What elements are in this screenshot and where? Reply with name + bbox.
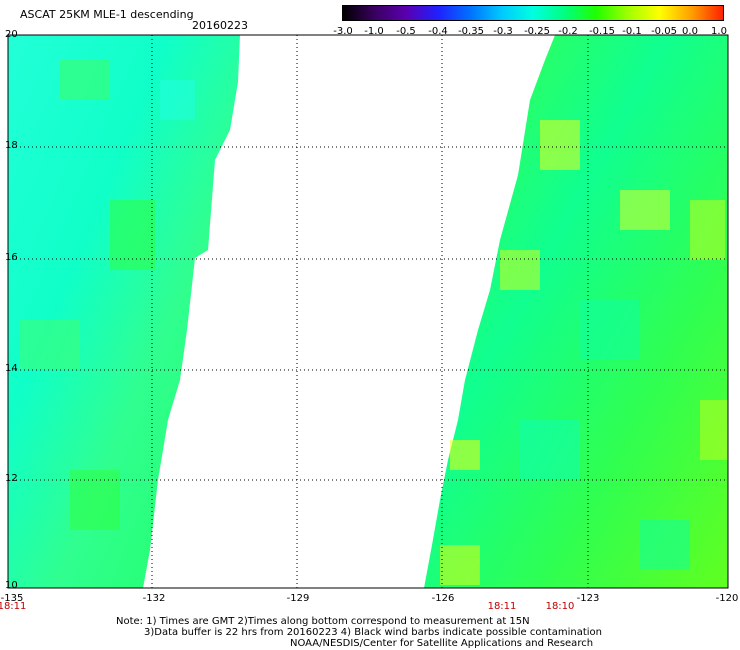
data-patch — [640, 520, 690, 570]
right-swath — [424, 35, 728, 588]
data-patch — [580, 300, 640, 360]
data-patch — [700, 400, 728, 460]
lat-label: 10 — [5, 580, 18, 591]
lon-label: -126 — [431, 593, 455, 604]
note-line-1: Note: 1) Times are GMT 2)Times along bot… — [116, 616, 530, 627]
lon-label: -135 — [0, 593, 24, 604]
colorbar — [342, 5, 724, 21]
colorbar-tick: 1.0 — [711, 26, 727, 37]
data-patch — [60, 60, 110, 100]
lat-label: 16 — [5, 252, 18, 263]
lat-label: 18 — [5, 140, 18, 151]
time-label: 18:11 — [487, 601, 517, 612]
colorbar-tick: -0.5 — [396, 26, 416, 37]
lat-label: 20 — [5, 29, 18, 40]
colorbar-tick: -0.35 — [458, 26, 484, 37]
colorbar-tick: -0.25 — [524, 26, 550, 37]
product-date: 20160223 — [192, 19, 248, 32]
data-patch — [70, 470, 120, 530]
product-title: ASCAT 25KM MLE-1 descending — [20, 8, 194, 21]
data-patch — [20, 320, 80, 370]
time-label: 18:10 — [545, 601, 575, 612]
data-patch — [540, 120, 580, 170]
data-patch — [110, 200, 155, 270]
colorbar-tick: 0.0 — [682, 26, 698, 37]
plot-frame — [7, 34, 729, 589]
colorbar-tick: -0.2 — [558, 26, 578, 37]
colorbar-tick: -0.05 — [651, 26, 677, 37]
data-patch — [690, 200, 725, 260]
lat-label: 12 — [5, 473, 18, 484]
data-swaths — [8, 35, 728, 588]
time-label: 18:11 — [0, 601, 27, 612]
data-patch — [440, 545, 480, 585]
lon-label: -120 — [715, 593, 739, 604]
colorbar-tick: -0.4 — [428, 26, 448, 37]
data-patch — [160, 80, 195, 120]
lon-label: -129 — [286, 593, 310, 604]
data-patch — [500, 250, 540, 290]
data-patch — [450, 440, 480, 470]
colorbar-tick: -0.15 — [589, 26, 615, 37]
colorbar-tick: -3.0 — [333, 26, 353, 37]
data-patch — [520, 420, 580, 480]
colorbar-tick: -0.3 — [493, 26, 513, 37]
lat-label: 14 — [5, 363, 18, 374]
note-line-2: 3)Data buffer is 22 hrs from 20160223 4)… — [144, 627, 602, 638]
note-line-3: NOAA/NESDIS/Center for Satellite Applica… — [290, 638, 594, 649]
lon-label: -132 — [142, 593, 166, 604]
lon-label: -123 — [576, 593, 600, 604]
colorbar-tick: -1.0 — [364, 26, 384, 37]
colorbar-tick: -0.1 — [622, 26, 642, 37]
data-patch — [620, 190, 670, 230]
left-swath — [8, 35, 240, 588]
lat-lon-grid — [8, 35, 728, 588]
